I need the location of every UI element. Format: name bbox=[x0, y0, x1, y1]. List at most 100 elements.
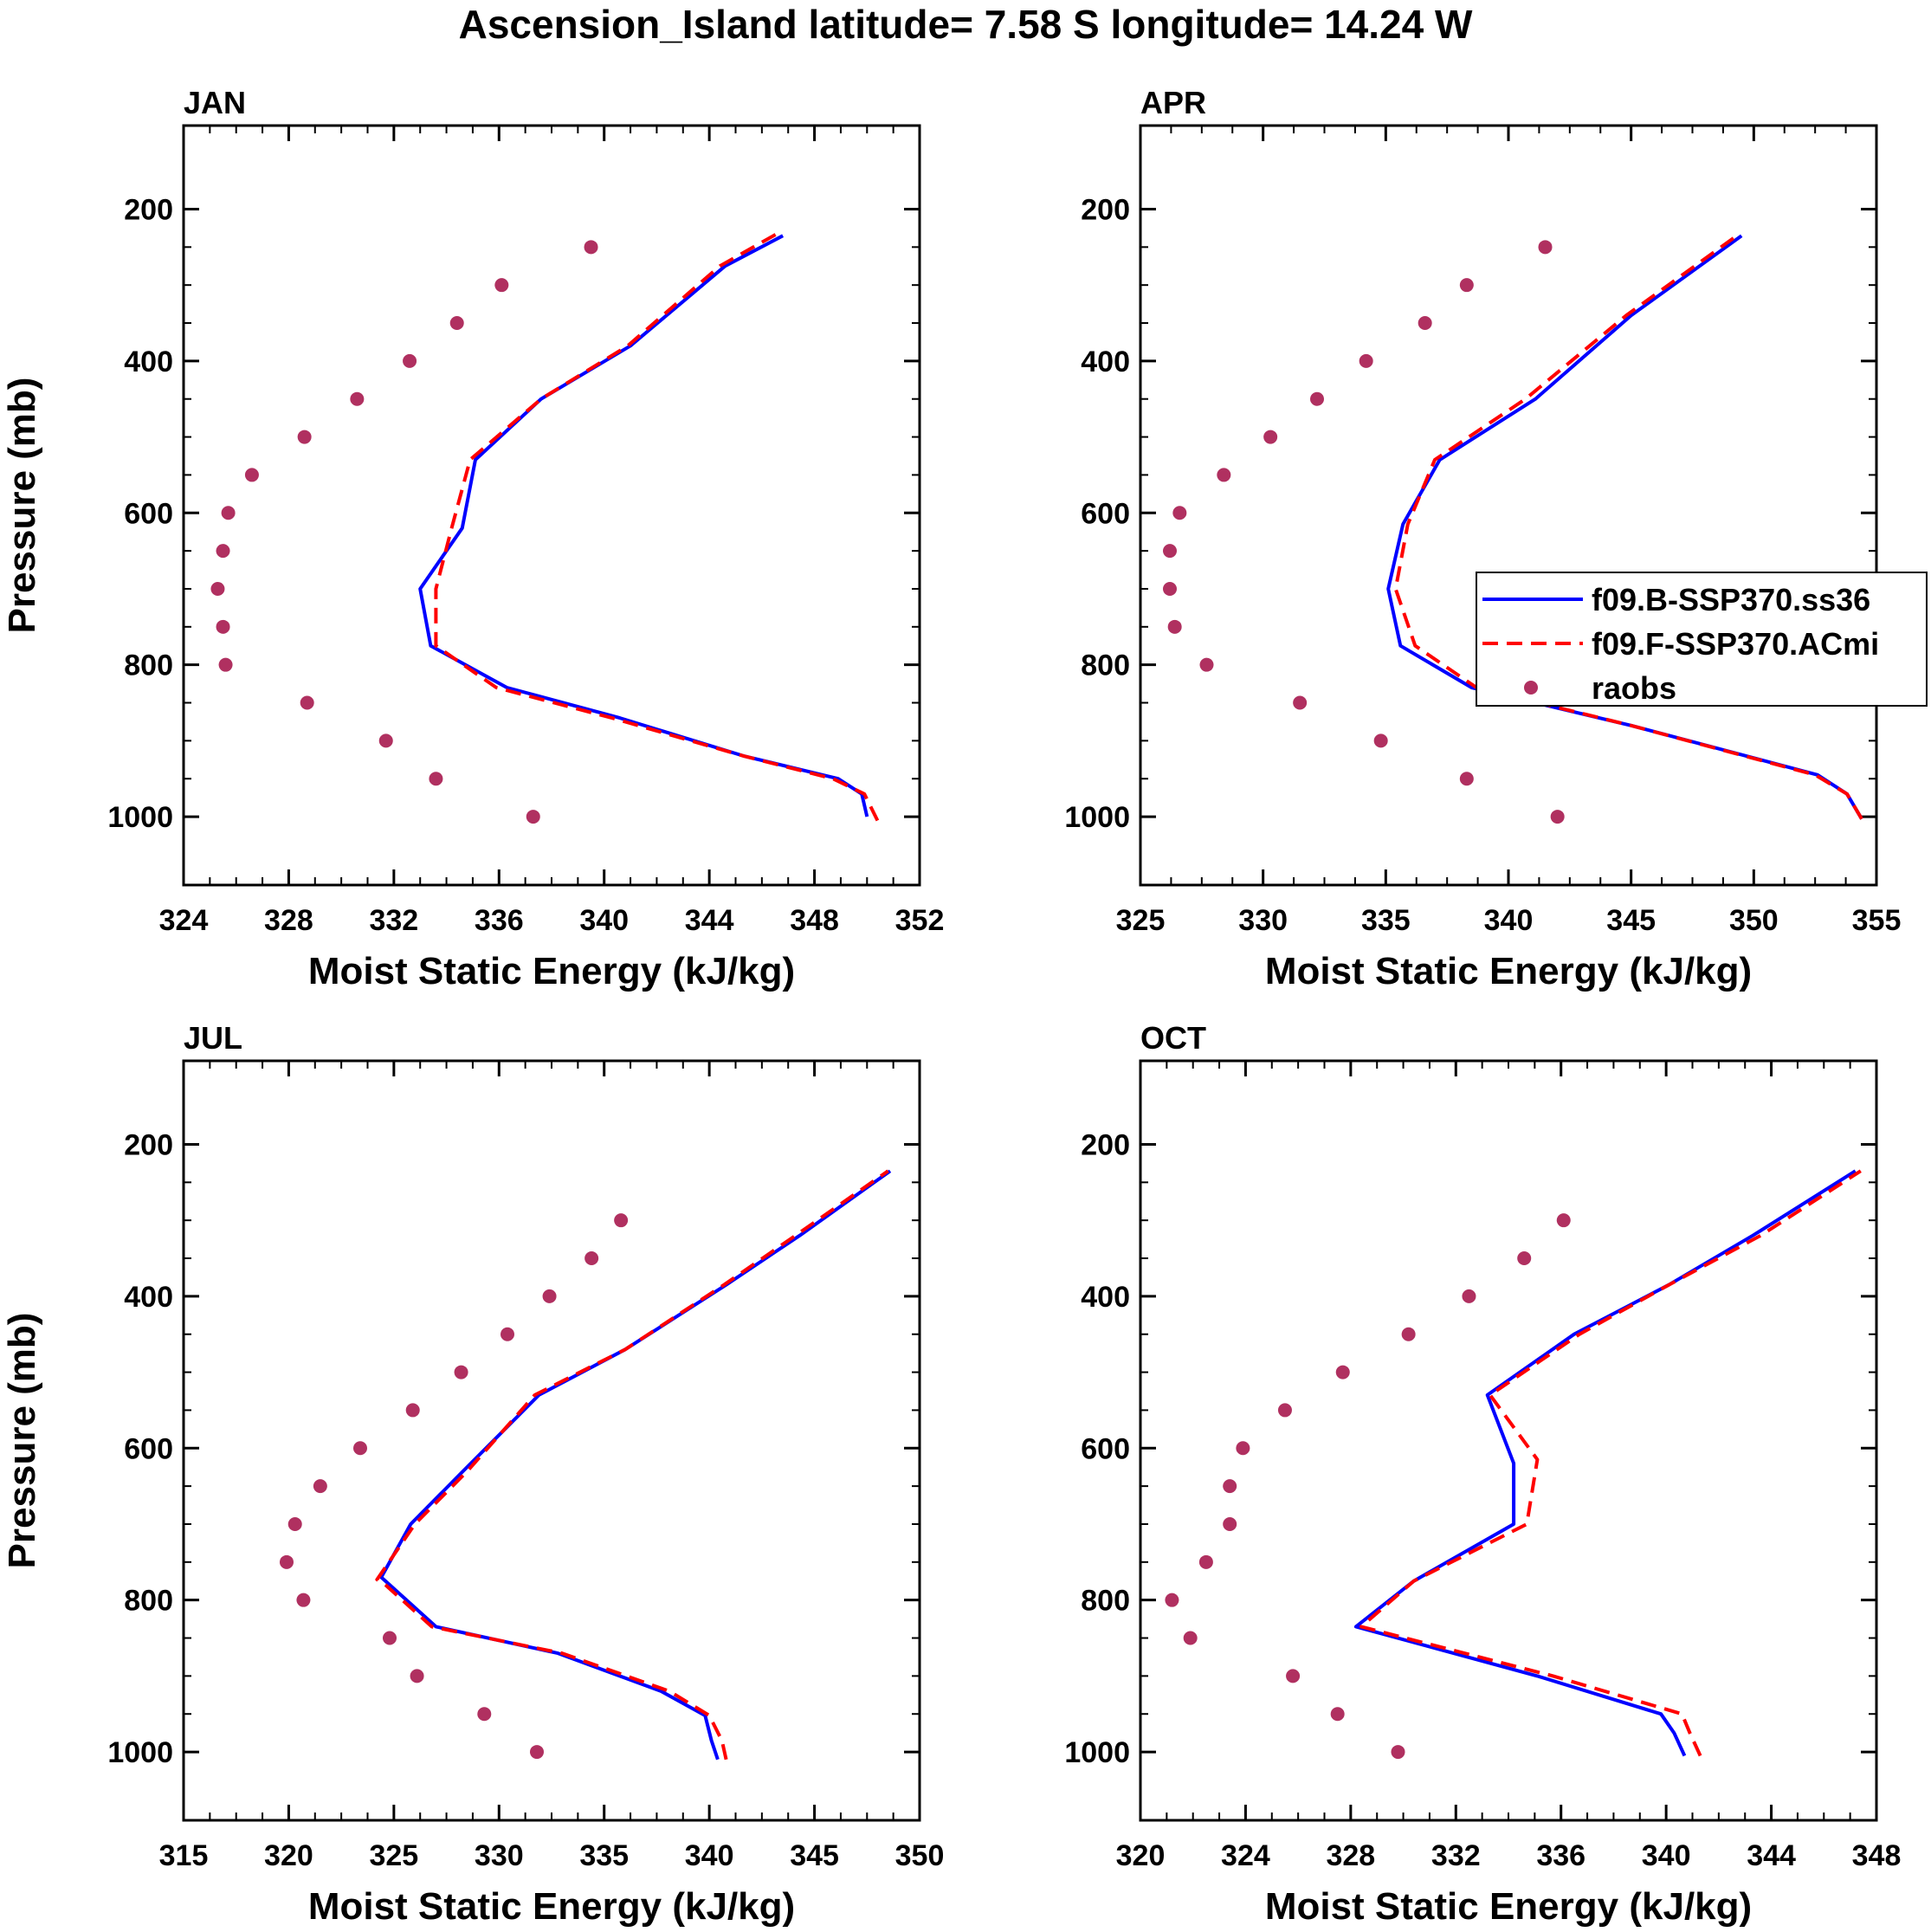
x-tick-label: 350 bbox=[1729, 904, 1779, 937]
raobs-point bbox=[1550, 810, 1565, 824]
x-tick-label: 350 bbox=[895, 1839, 945, 1872]
x-tick-label: 332 bbox=[369, 904, 418, 937]
raobs-point bbox=[1167, 619, 1182, 634]
series-line-f09-f-ssp370-acmi bbox=[1359, 1169, 1862, 1757]
x-tick-label: 324 bbox=[159, 904, 209, 937]
raobs-point bbox=[244, 468, 259, 482]
raobs-point bbox=[1217, 468, 1231, 482]
raobs-point bbox=[530, 1745, 544, 1760]
raobs-point bbox=[1163, 581, 1177, 596]
x-tick-label: 328 bbox=[1326, 1839, 1375, 1872]
raobs-point bbox=[410, 1669, 424, 1683]
y-tick-label: 200 bbox=[1081, 1128, 1130, 1161]
y-tick-label: 400 bbox=[1081, 1281, 1130, 1314]
panel-apr: APR 325 330 335 340 345 350 355 200 400 600 800 1000… bbox=[1064, 85, 1901, 992]
raobs-point bbox=[218, 657, 233, 672]
figure-title: Ascension_Island latitude= 7.58 S longit… bbox=[459, 2, 1473, 47]
y-tick-label: 1000 bbox=[1064, 801, 1130, 834]
x-tick-label: 345 bbox=[790, 1839, 839, 1872]
raobs-point bbox=[403, 353, 417, 368]
panel-label-jan: JAN bbox=[184, 85, 246, 120]
x-tick-label: 330 bbox=[475, 1839, 524, 1872]
raobs-point bbox=[1163, 544, 1177, 559]
raobs-point bbox=[501, 1327, 514, 1341]
raobs-point bbox=[429, 772, 443, 786]
y-tick-label: 1000 bbox=[107, 801, 173, 834]
x-tick-label: 344 bbox=[1747, 1839, 1796, 1872]
raobs-point bbox=[216, 544, 230, 559]
x-tick-label: 340 bbox=[1642, 1839, 1691, 1872]
panel-label-apr: APR bbox=[1140, 85, 1206, 120]
raobs-point bbox=[542, 1289, 557, 1303]
series-line-f09-f-ssp370-acmi bbox=[375, 1169, 889, 1761]
raobs-point bbox=[378, 733, 393, 748]
raobs-point bbox=[477, 1707, 492, 1722]
x-axis-title: Moist Static Energy (kJ/kg) bbox=[308, 1885, 795, 1928]
raobs-point bbox=[526, 810, 540, 824]
x-tick-label: 320 bbox=[1116, 1839, 1166, 1872]
legend-label: raobs bbox=[1592, 670, 1676, 706]
y-tick-label: 400 bbox=[1081, 346, 1130, 378]
panel-jul: JUL 315 320 325 330 335 340 345 350 200 400 600 800 1… bbox=[1, 1020, 944, 1928]
raobs-point bbox=[1172, 506, 1187, 520]
raobs-point bbox=[584, 1251, 599, 1266]
raobs-point bbox=[1391, 1745, 1405, 1760]
panel-oct: OCT 320 324 328 332 336 340 344 348 200 400 600 800 1… bbox=[1064, 1020, 1901, 1928]
x-tick-label: 332 bbox=[1431, 1839, 1481, 1872]
raobs-point bbox=[353, 1441, 367, 1456]
y-tick-label: 800 bbox=[1081, 1585, 1130, 1618]
series-line-f09-f-ssp370-acmi bbox=[1393, 232, 1863, 820]
series-line-f09-b-ssp370-ss36 bbox=[1386, 234, 1863, 820]
legend-box bbox=[1476, 572, 1928, 707]
y-tick-label: 200 bbox=[124, 193, 173, 226]
x-tick-label: 320 bbox=[264, 1839, 313, 1872]
legend-label: f09.B-SSP370.ss36 bbox=[1592, 582, 1870, 617]
y-tick-label: 600 bbox=[124, 497, 173, 530]
series-line-f09-f-ssp370-acmi bbox=[434, 231, 880, 822]
raobs-point bbox=[494, 278, 509, 293]
raobs-point bbox=[1236, 1441, 1250, 1456]
raobs-point bbox=[350, 391, 365, 406]
legend-marker bbox=[1524, 681, 1538, 695]
series-line-f09-b-ssp370-ss36 bbox=[379, 1169, 892, 1761]
raobs-point bbox=[1459, 278, 1474, 293]
raobs-point bbox=[313, 1479, 327, 1494]
y-tick-label: 800 bbox=[124, 649, 173, 682]
raobs-point bbox=[1401, 1327, 1416, 1341]
raobs-point bbox=[1165, 1593, 1179, 1607]
legend-label: f09.F-SSP370.ACmi bbox=[1592, 626, 1879, 662]
raobs-point bbox=[280, 1554, 294, 1569]
raobs-point bbox=[1223, 1479, 1237, 1494]
raobs-point bbox=[1359, 353, 1373, 368]
raobs-point bbox=[405, 1403, 420, 1418]
x-tick-label: 348 bbox=[1852, 1839, 1902, 1872]
x-tick-label: 335 bbox=[1361, 904, 1411, 937]
y-tick-label: 800 bbox=[124, 1585, 173, 1618]
y-tick-label: 800 bbox=[1081, 649, 1130, 682]
raobs-point bbox=[1223, 1516, 1237, 1531]
y-tick-label: 400 bbox=[124, 1281, 173, 1314]
raobs-point bbox=[1277, 1403, 1292, 1418]
raobs-point bbox=[1183, 1631, 1198, 1645]
y-tick-label: 600 bbox=[124, 1432, 173, 1465]
x-tick-label: 340 bbox=[579, 904, 629, 937]
y-tick-label: 200 bbox=[1081, 193, 1130, 226]
raobs-point bbox=[1198, 1554, 1213, 1569]
series-line-f09-b-ssp370-ss36 bbox=[418, 234, 869, 817]
x-tick-label: 348 bbox=[790, 904, 839, 937]
x-tick-label: 336 bbox=[475, 904, 524, 937]
legend: f09.B-SSP370.ss36 f09.F-SSP370.ACmi raobs bbox=[1476, 572, 1928, 707]
raobs-point bbox=[297, 430, 312, 444]
y-tick-label: 600 bbox=[1081, 497, 1130, 530]
x-tick-label: 336 bbox=[1536, 1839, 1585, 1872]
panels: JAN 324 328 332 336 340 344 348 352 200 400 600 800 1… bbox=[1, 85, 1901, 1928]
raobs-point bbox=[1310, 391, 1324, 406]
raobs-point bbox=[1373, 733, 1388, 748]
x-axis-title: Moist Static Energy (kJ/kg) bbox=[308, 950, 795, 992]
x-tick-label: 335 bbox=[579, 1839, 629, 1872]
raobs-point bbox=[1335, 1365, 1350, 1380]
y-tick-label: 600 bbox=[1081, 1432, 1130, 1465]
x-tick-label: 328 bbox=[264, 904, 313, 937]
raobs-point bbox=[300, 695, 314, 710]
raobs-point bbox=[1286, 1669, 1301, 1683]
